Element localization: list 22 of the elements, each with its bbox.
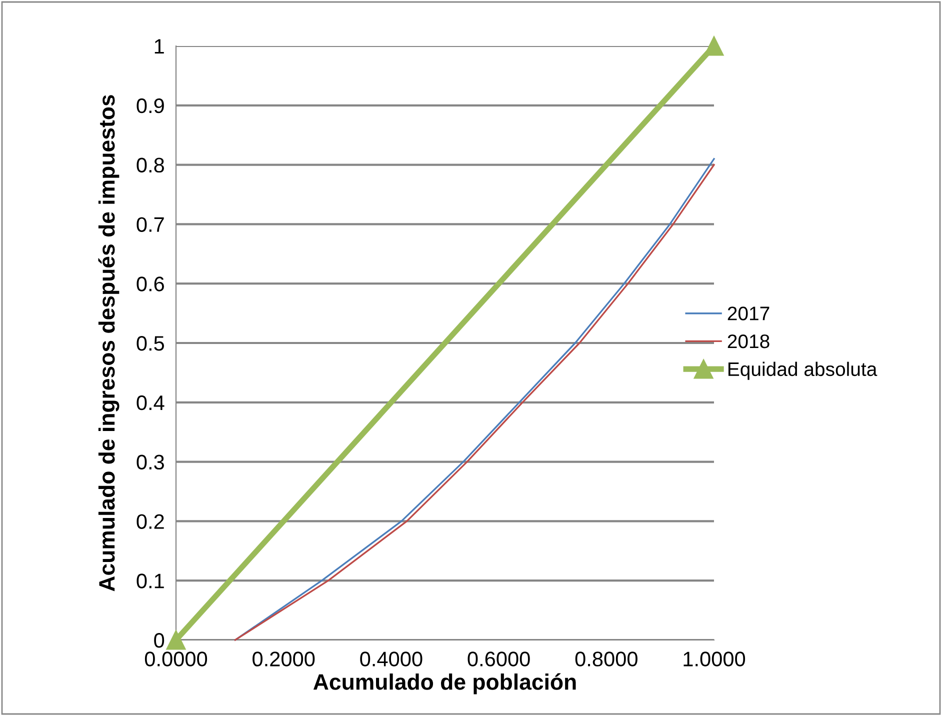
y-tick-label: 0.7 xyxy=(136,217,164,232)
x-tick-label: 0.0000 xyxy=(144,652,208,666)
y-tick-label: 0.1 xyxy=(136,574,164,588)
y-tick-label: 1 xyxy=(154,39,164,54)
y-tick-label: 0.4 xyxy=(136,395,164,410)
y-tick-label: 0.2 xyxy=(136,514,164,529)
y-tick-label: 0.8 xyxy=(136,158,164,173)
x-tick-label: 0.8000 xyxy=(575,652,638,666)
legend-label: 2018 xyxy=(728,334,770,348)
y-tick-label: 0.3 xyxy=(136,454,164,470)
x-tick-label: 0.6000 xyxy=(468,652,530,666)
legend-label: Equidad absoluta xyxy=(728,362,878,380)
y-axis-title: Acumulado de ingresos después de impuestos xyxy=(98,95,120,592)
x-tick-label: 0.2000 xyxy=(252,652,315,666)
x-axis-title: Acumulado de población xyxy=(313,673,576,694)
x-tick-label: 0.4000 xyxy=(360,652,422,666)
y-tick-label: 0.5 xyxy=(136,336,164,351)
y-tick-label: 0.9 xyxy=(136,98,164,114)
y-tick-label: 0 xyxy=(154,633,164,648)
y-tick-label: 0.6 xyxy=(136,276,164,292)
x-tick-label: 1.0000 xyxy=(684,652,746,666)
legend-label: 2017 xyxy=(728,306,770,320)
